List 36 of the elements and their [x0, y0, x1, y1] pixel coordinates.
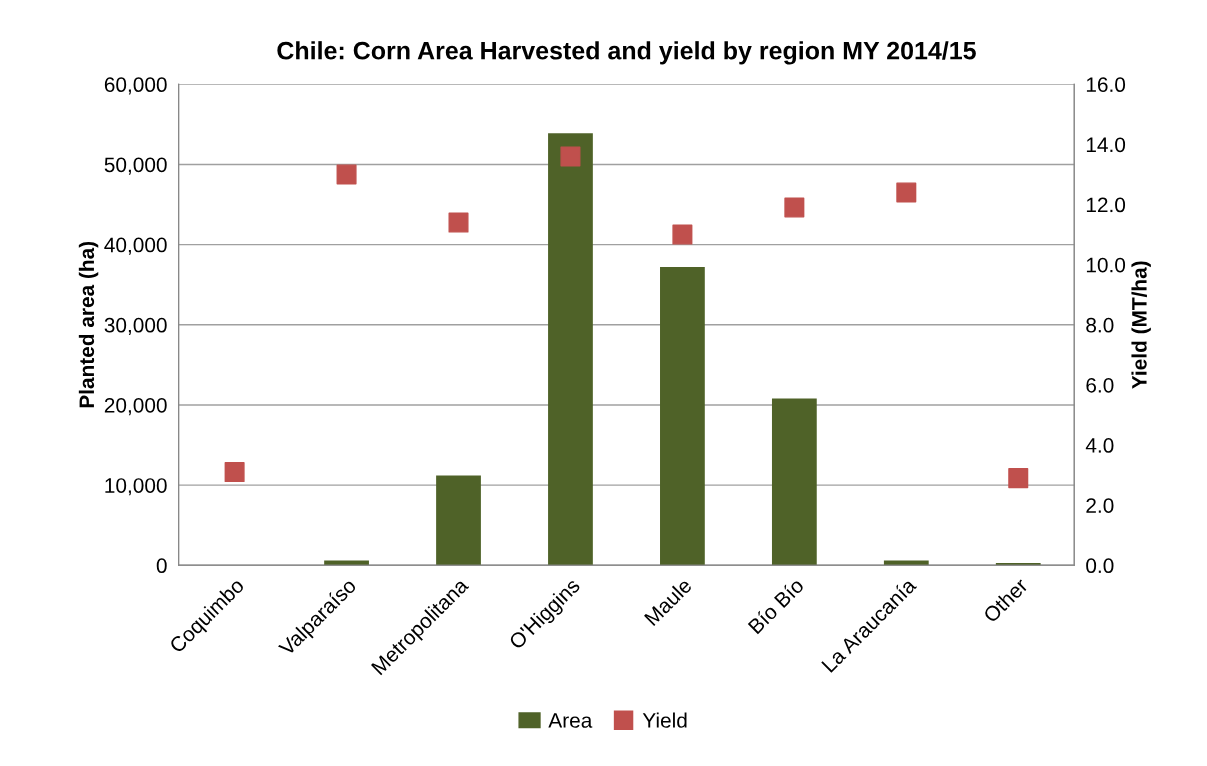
y2-tick-label: 0.0	[1086, 558, 1114, 574]
y2-tick-label: 8.0	[1086, 317, 1114, 333]
point	[784, 197, 805, 218]
y-tick-label: 30,000	[104, 317, 167, 335]
bar	[436, 475, 481, 566]
y2-tick-label: 4.0	[1085, 438, 1114, 453]
y-tick-label: 0	[156, 558, 167, 574]
x-tick-label: Bío Bío	[747, 576, 805, 635]
bar	[548, 133, 593, 566]
y2-tick-label: 12.0	[1086, 197, 1126, 213]
y2-tick-label: 16.0	[1086, 77, 1126, 93]
point	[672, 224, 693, 245]
y2-tick-label: 2.0	[1086, 498, 1114, 513]
y-tick-label: 60,000	[104, 77, 167, 95]
y2-tick-label: 14.0	[1086, 137, 1126, 153]
y-tick-label: 50,000	[104, 157, 167, 175]
point	[448, 212, 469, 233]
y2-tick-label: 10.0	[1086, 257, 1126, 273]
point	[224, 462, 245, 483]
legend-label: Area	[548, 713, 593, 728]
bar	[771, 398, 817, 566]
y-tick-label: 10,000	[105, 478, 167, 496]
bar	[660, 267, 705, 566]
point	[560, 146, 581, 167]
y-tick-label: 20,000	[104, 397, 167, 416]
y2-axis-title: Yield (MT/ha)	[1131, 261, 1151, 389]
point	[896, 182, 917, 203]
bar	[883, 560, 929, 566]
bar	[324, 560, 369, 566]
point	[336, 164, 357, 185]
legend-label: Yield	[642, 712, 687, 728]
y-axis-title: Planted area (ha)	[78, 241, 99, 408]
y2-tick-label: 6.0	[1086, 377, 1114, 393]
chart-title: Chile: Corn Area Harvested and yield by region MY 2014/15	[277, 41, 976, 65]
point	[1008, 468, 1029, 489]
y-tick-label: 40,000	[104, 237, 167, 255]
